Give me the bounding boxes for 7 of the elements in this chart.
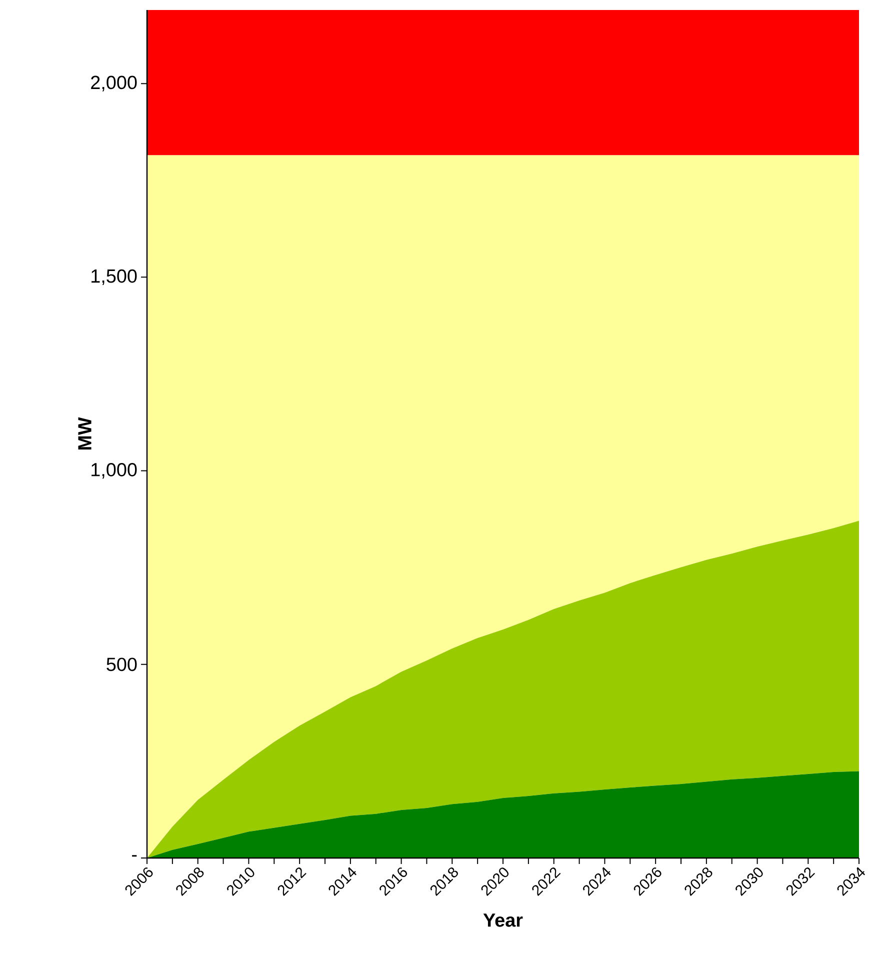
y-tick-label: 1,500 bbox=[92, 269, 137, 285]
y-tick-label: - bbox=[132, 855, 137, 857]
y-axis-title: MW bbox=[78, 417, 92, 450]
y-tick-label: 500 bbox=[106, 658, 137, 672]
y-tick-label: 1,000 bbox=[92, 462, 137, 479]
y-tick-label: 2,000 bbox=[91, 76, 137, 92]
x-axis-title: Year bbox=[483, 914, 523, 927]
